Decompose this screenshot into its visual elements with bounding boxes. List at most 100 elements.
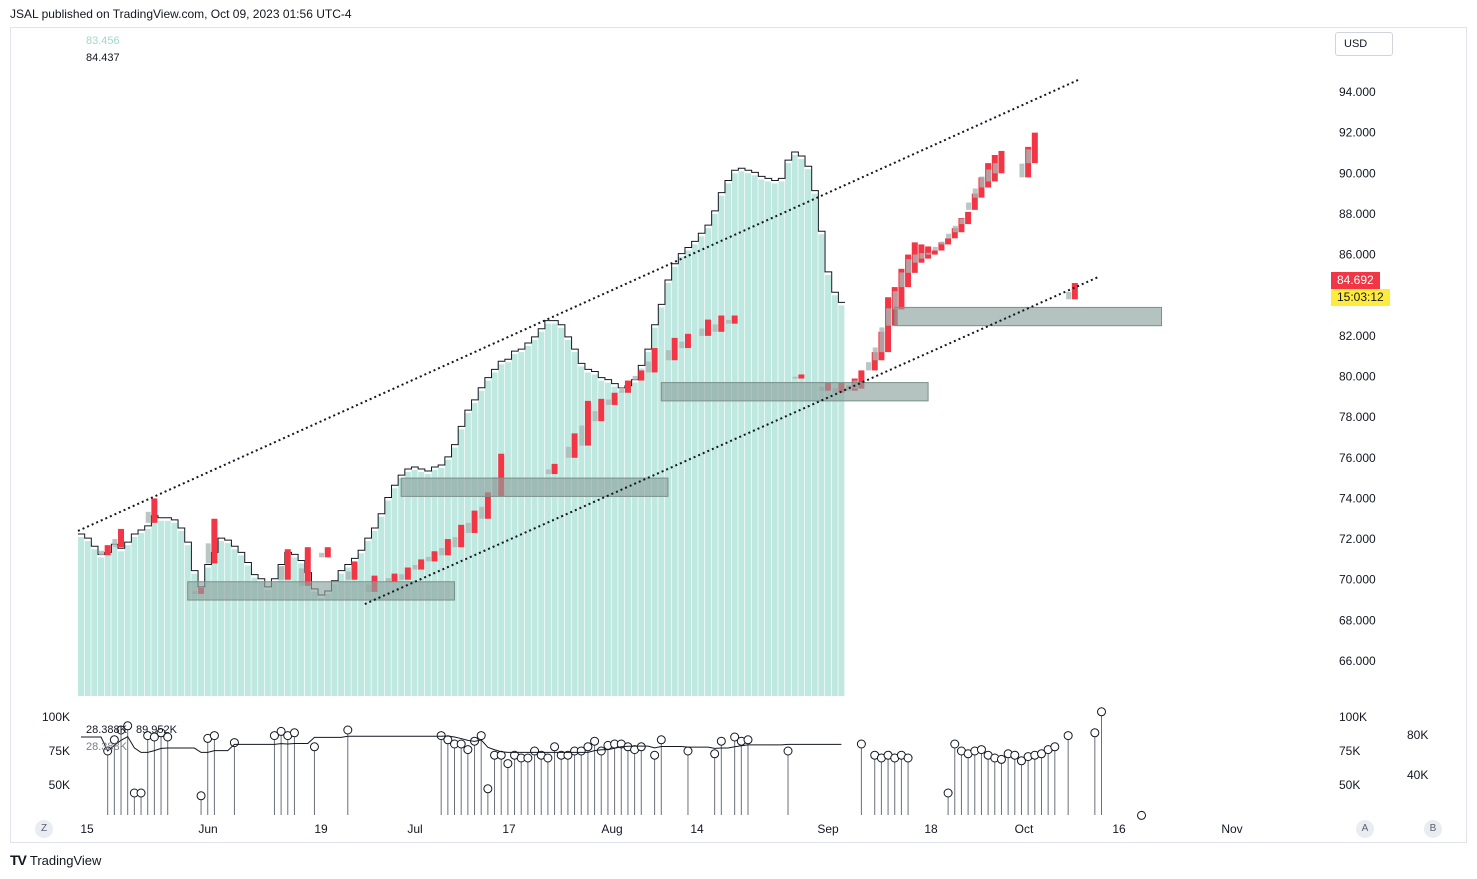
down-candle (551, 463, 558, 475)
volume-point (530, 746, 540, 756)
volume-point (583, 742, 593, 752)
grey-candle (952, 225, 958, 233)
price-column (498, 364, 505, 696)
price-column (631, 382, 638, 696)
publish-info: JSAL published on TradingView.com, Oct 0… (10, 7, 352, 21)
down-candle (304, 547, 311, 586)
price-column (444, 459, 451, 696)
grey-candle (345, 571, 351, 580)
down-candle (598, 398, 605, 422)
volume-point (309, 742, 319, 752)
price-column (118, 551, 125, 696)
grey-candle (872, 347, 878, 361)
bar-countdown-label: 15:03:12 (1331, 289, 1390, 307)
volume-point (650, 750, 660, 760)
volume-point (943, 788, 953, 798)
price-axis-label: 92.000 (1339, 126, 1376, 140)
support-zone (187, 581, 456, 601)
time-axis-label: 16 (1112, 822, 1126, 836)
time-axis-label: Nov (1221, 822, 1242, 836)
grey-candle (979, 176, 985, 188)
price-column (491, 372, 498, 696)
price-column (238, 555, 245, 696)
volume-point (683, 746, 693, 756)
down-candle (584, 400, 591, 446)
grey-candle (899, 272, 905, 288)
down-candle (938, 242, 945, 251)
price-column (671, 266, 678, 696)
grey-candle (966, 202, 972, 210)
grey-candle (699, 328, 705, 336)
grey-candle (926, 252, 932, 255)
grey-candle (479, 506, 485, 519)
down-candle (671, 337, 678, 361)
volume-point (269, 731, 279, 741)
tradingview-logo-icon: TV (10, 852, 27, 868)
trend-line (364, 276, 1099, 606)
support-zone (660, 382, 929, 402)
price-column (84, 541, 91, 696)
time-axis-label: Jul (407, 822, 422, 836)
currency-selector[interactable]: USD (1335, 32, 1393, 56)
scale-options-button[interactable]: B (1424, 820, 1442, 838)
volume-axis-label-outer: 40K (1407, 768, 1428, 782)
volume-point (343, 725, 353, 735)
down-candle (324, 547, 331, 558)
price-column (745, 173, 751, 697)
down-candle (931, 250, 938, 255)
grey-candle (605, 399, 611, 405)
price-axis-label: 86.000 (1339, 248, 1376, 262)
price-column (624, 388, 631, 696)
volume-point (716, 736, 726, 746)
grey-candle (992, 163, 998, 174)
grey-candle (912, 254, 918, 263)
price-axis-label: 74.000 (1339, 491, 1376, 505)
price-column (524, 346, 531, 696)
volume-point (483, 784, 493, 794)
volume-point (476, 731, 486, 741)
volume-point (276, 726, 286, 736)
volume-point (123, 721, 133, 731)
volume-point (656, 735, 666, 745)
down-candle (718, 315, 725, 332)
down-candle (965, 211, 972, 225)
price-column (318, 598, 325, 696)
zoom-reset-button[interactable]: Z (35, 820, 53, 838)
grey-candle (792, 376, 798, 379)
price-column (464, 413, 471, 696)
grey-candle (972, 188, 978, 198)
time-axis-label: 14 (690, 822, 704, 836)
down-candle (351, 561, 358, 580)
time-axis-label: 18 (924, 822, 938, 836)
price-column (591, 374, 598, 696)
price-column (298, 563, 305, 696)
volume-point (1137, 810, 1147, 820)
volume-axis-label-left: 100K (42, 710, 70, 724)
volume-point (109, 735, 119, 745)
price-column (758, 179, 765, 696)
grey-candle (399, 574, 405, 580)
auto-scale-button[interactable]: A (1356, 820, 1374, 838)
grey-candle (592, 411, 598, 422)
price-column (518, 352, 525, 696)
price-column (138, 532, 145, 696)
volume-point (156, 728, 166, 738)
price-column (158, 520, 165, 696)
price-column (304, 575, 311, 696)
price-step-line (78, 151, 846, 596)
volume-point (163, 732, 173, 742)
price-column (231, 549, 238, 696)
price-column (184, 545, 191, 696)
volume-axis-label-outer: 80K (1407, 728, 1428, 742)
price-column (584, 372, 591, 696)
price-column (171, 522, 178, 696)
volume-value-3: 28.388K (86, 741, 128, 753)
last-price-label: 84.692 (1331, 272, 1380, 290)
price-column (785, 163, 792, 696)
volume-point (1063, 731, 1073, 741)
down-candle (484, 492, 491, 519)
down-candle (624, 380, 631, 393)
price-column (178, 530, 185, 696)
price-column (805, 169, 812, 696)
